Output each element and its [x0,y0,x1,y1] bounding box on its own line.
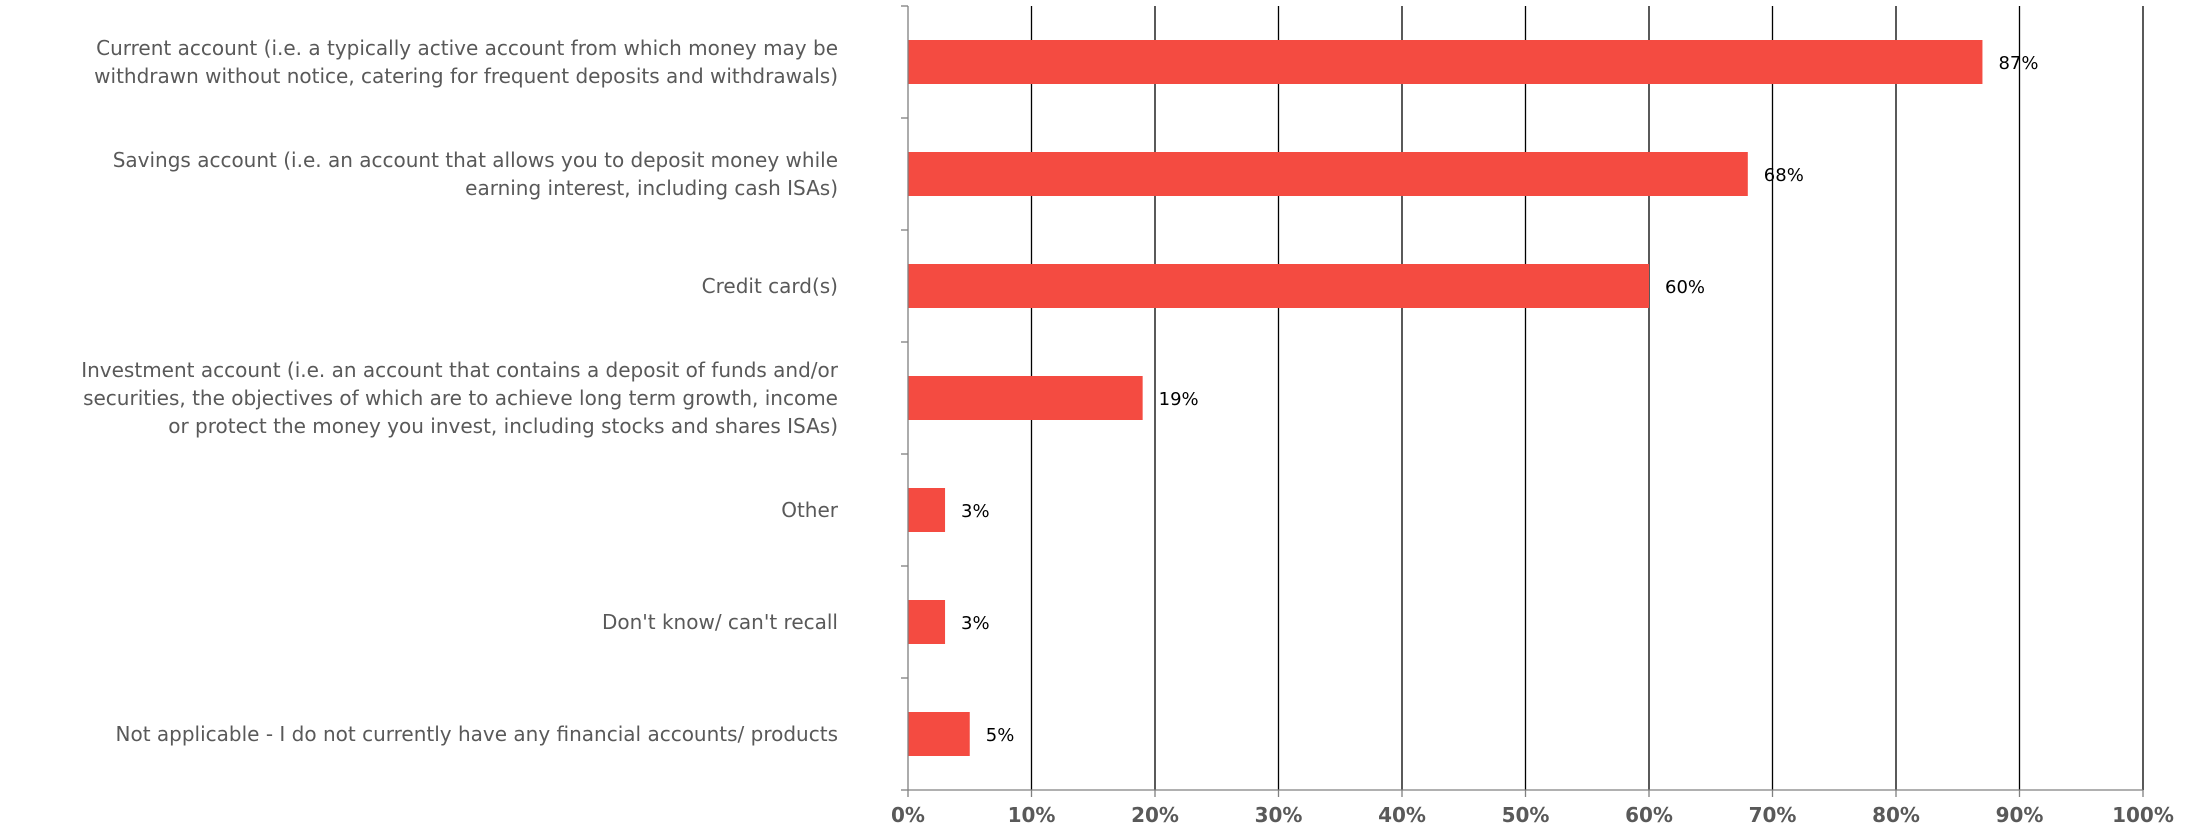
category-label: or protect the money you invest, includi… [168,414,838,438]
category-label: securities, the objectives of which are … [83,386,838,410]
data-label: 68% [1764,165,1804,186]
data-label: 19% [1159,389,1199,410]
category-label: withdrawn without notice, catering for f… [94,64,838,88]
x-tick-label: 60% [1625,803,1673,827]
data-label: 3% [961,501,990,522]
x-tick-label: 10% [1008,803,1056,827]
data-label: 87% [1998,53,2038,74]
x-tick-label: 0% [891,803,925,827]
x-tick-label: 90% [1996,803,2044,827]
data-label: 60% [1665,277,1705,298]
gridlines [1030,6,2144,790]
category-label: Current account (i.e. a typically active… [96,36,838,60]
x-tick-label: 30% [1255,803,1303,827]
value-labels: 87% 68% 60% 19% 3% 3% 5% [961,53,2038,746]
x-tick-label: 20% [1131,803,1179,827]
bar [908,488,946,532]
category-label: Other [781,498,839,522]
x-tick-label: 70% [1749,803,1797,827]
x-tick-label: 40% [1378,803,1426,827]
category-label: earning interest, including cash ISAs) [465,176,838,200]
bar [908,40,1983,84]
category-label: Not applicable - I do not currently have… [116,722,838,746]
x-tick-labels: 0% 10% 20% 30% 40% 50% 60% 70% 80% 90% 100% [891,803,2174,827]
category-label: Investment account (i.e. an account that… [81,358,839,382]
x-tick-label: 80% [1872,803,1920,827]
bar [908,600,946,644]
category-label: Credit card(s) [702,274,838,298]
bar [908,264,1649,308]
data-label: 5% [986,725,1015,746]
x-tick-label: 50% [1502,803,1550,827]
data-label: 3% [961,613,990,634]
category-label: Don't know/ can't recall [602,610,838,634]
bar [908,152,1748,196]
category-labels: Current account (i.e. a typically active… [81,36,839,746]
x-tick-label: 100% [2112,803,2174,827]
category-label: Savings account (i.e. an account that al… [113,148,838,172]
bar [908,376,1143,420]
axes [901,5,2144,797]
bars [908,40,1983,756]
bar [908,712,970,756]
